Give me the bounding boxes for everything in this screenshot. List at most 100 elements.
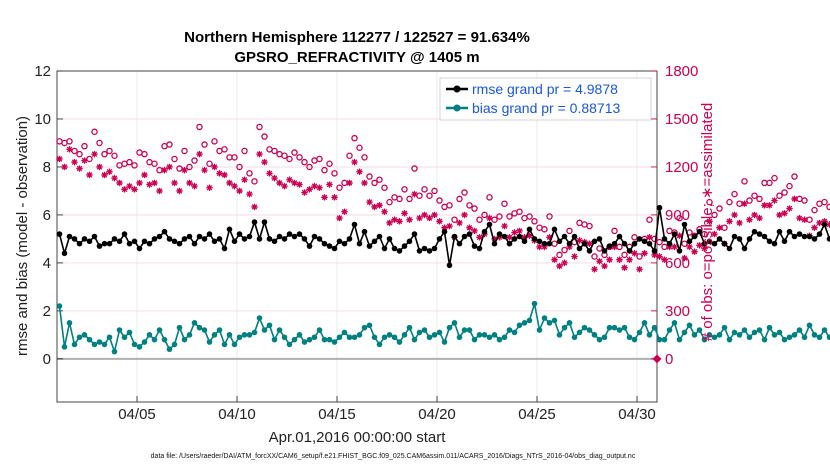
rmse-point <box>736 236 743 242</box>
bias-point <box>261 327 268 333</box>
obs-possible-point <box>166 141 173 148</box>
obs-assimilated-point <box>151 179 158 187</box>
rmse-point <box>171 238 178 245</box>
y-axis-left-label: rmse and bias (model - observation) <box>14 116 31 356</box>
x-axis-label: Apr.01,2016 00:00:00 start <box>269 429 447 446</box>
bias-point <box>221 341 228 348</box>
bias-point <box>726 336 733 343</box>
rmse-point <box>246 233 253 240</box>
obs-possible-point <box>446 202 453 209</box>
bias-point <box>476 332 483 338</box>
bias-point <box>691 332 698 338</box>
rmse-point <box>661 236 668 242</box>
y-right-tick-label: 1200 <box>665 159 698 176</box>
obs-assimilated-point <box>236 187 243 195</box>
obs-possible-point <box>561 246 568 254</box>
rmse-point <box>66 233 73 240</box>
bias-point <box>96 339 103 345</box>
rmse-point <box>231 238 238 245</box>
bias-point <box>181 336 188 343</box>
obs-assimilated-point <box>801 216 808 223</box>
obs-assimilated-point <box>261 158 268 166</box>
bias-point <box>346 334 353 341</box>
obs-assimilated-point <box>781 210 788 217</box>
bias-point <box>796 327 803 333</box>
bias-point <box>571 334 578 341</box>
bias-point <box>111 348 118 355</box>
rmse-point <box>576 245 583 252</box>
rmse-point <box>501 233 508 240</box>
bias-point <box>801 334 808 341</box>
obs-possible-point <box>366 173 373 180</box>
obs-possible-point <box>251 178 258 185</box>
obs-assimilated-point <box>726 218 733 225</box>
obs-assimilated-point <box>346 179 353 187</box>
obs-assimilated-point <box>676 232 683 239</box>
bias-point <box>506 327 513 333</box>
rmse-point <box>266 236 273 242</box>
obs-possible-point <box>256 123 263 131</box>
obs-possible-point <box>231 154 238 161</box>
bias-point <box>546 320 553 326</box>
bias-point <box>401 332 408 338</box>
rmse-point <box>551 226 558 233</box>
obs-possible-point <box>716 205 723 212</box>
obs-possible-point <box>431 187 438 195</box>
obs-assimilated-point <box>351 158 358 166</box>
obs-possible-point <box>186 163 193 171</box>
obs-possible-point <box>516 208 523 215</box>
obs-assimilated-point <box>566 243 573 251</box>
rmse-point <box>686 238 693 245</box>
rmse-point <box>731 233 738 240</box>
obs-possible-point <box>321 166 328 174</box>
obs-assimilated-point <box>516 227 523 235</box>
rmse-point <box>671 231 678 237</box>
y-left-tick-label: 6 <box>43 207 51 224</box>
obs-assimilated-point <box>556 262 563 270</box>
obs-assimilated-point <box>626 256 633 263</box>
obs-possible-point <box>801 197 808 204</box>
rmse-point <box>626 248 633 254</box>
bias-point <box>431 332 438 338</box>
chart-title-line1: Northern Hemisphere 112277 / 122527 = 91… <box>184 29 530 46</box>
obs-possible-point <box>566 227 573 235</box>
obs-possible-point <box>451 216 458 223</box>
rmse-point <box>386 236 393 242</box>
obs-possible-point <box>316 155 323 163</box>
bias-point <box>646 332 653 338</box>
obs-assimilated-point <box>296 181 303 188</box>
footer-data-file: data file: /Users/raeder/DAI/ATM_forcXX/… <box>151 453 636 460</box>
obs-assimilated-point <box>586 240 593 247</box>
rmse-point <box>536 238 543 245</box>
obs-possible-point <box>201 141 208 148</box>
rmse-point <box>126 240 133 247</box>
obs-possible-point <box>236 163 243 171</box>
rmse-point <box>781 238 788 245</box>
bias-point <box>231 341 238 348</box>
obs-assimilated-point <box>701 245 708 252</box>
obs-possible-point <box>151 160 158 167</box>
obs-assimilated-point <box>646 234 653 241</box>
obs-possible-point <box>496 213 503 220</box>
obs-possible-point <box>371 179 378 187</box>
obs-assimilated-point <box>276 179 283 187</box>
obs-possible-point <box>406 195 413 203</box>
bias-point <box>406 324 413 331</box>
obs-assimilated-point <box>741 200 748 207</box>
legend-bias-marker <box>453 104 461 112</box>
obs-possible-point <box>821 198 828 206</box>
final-obs-marker <box>652 354 662 364</box>
bias-point <box>681 329 688 336</box>
obs-possible-point <box>106 147 113 155</box>
obs-assimilated-point <box>306 186 313 193</box>
obs-assimilated-point <box>66 146 73 153</box>
bias-point <box>191 320 198 326</box>
obs-possible-point <box>361 154 368 161</box>
obs-assimilated-point <box>691 248 698 255</box>
obs-assimilated-point <box>56 155 63 163</box>
obs-assimilated-point <box>336 214 343 222</box>
bias-point <box>201 327 208 333</box>
bias-point <box>606 324 613 331</box>
bias-point <box>86 336 93 343</box>
obs-assimilated-point <box>311 182 318 190</box>
